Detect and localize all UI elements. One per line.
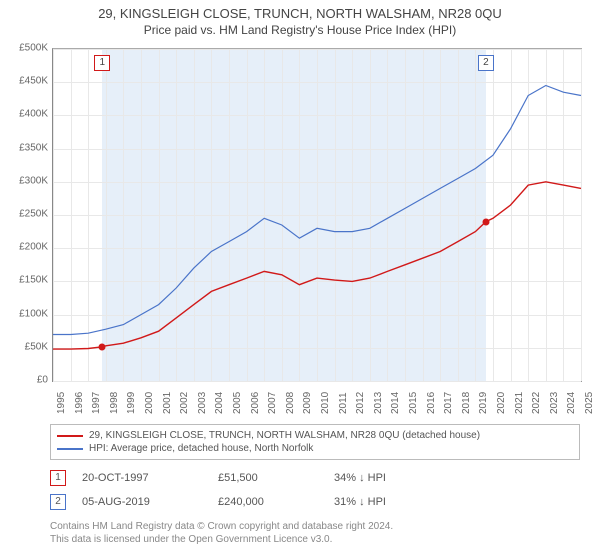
x-axis-tick: 2004 bbox=[214, 392, 225, 414]
x-axis-tick: 1998 bbox=[109, 392, 120, 414]
x-axis-tick: 2019 bbox=[478, 392, 489, 414]
annotation-table: 1 20-OCT-1997 £51,500 34% ↓ HPI 2 05-AUG-2019… bbox=[50, 466, 580, 514]
legend-item: 29, KINGSLEIGH CLOSE, TRUNCH, NORTH WALS… bbox=[57, 429, 573, 442]
legend-swatch bbox=[57, 435, 83, 437]
footer-line-1: Contains HM Land Registry data © Crown c… bbox=[50, 520, 580, 533]
annotation-hpi: 34% ↓ HPI bbox=[334, 472, 454, 484]
attribution-footer: Contains HM Land Registry data © Crown c… bbox=[50, 520, 580, 546]
y-axis-tick: £500K bbox=[4, 43, 48, 54]
annotation-dot bbox=[482, 218, 489, 225]
annotation-marker: 1 bbox=[94, 55, 110, 71]
y-axis-tick: £50K bbox=[4, 341, 48, 352]
chart-plot-area: 12 bbox=[52, 48, 582, 382]
legend-label: HPI: Average price, detached house, Nort… bbox=[89, 443, 313, 454]
annotation-row: 1 20-OCT-1997 £51,500 34% ↓ HPI bbox=[50, 466, 580, 490]
annotation-date: 20-OCT-1997 bbox=[82, 472, 202, 484]
annotation-marker: 2 bbox=[478, 55, 494, 71]
x-axis-tick: 1997 bbox=[91, 392, 102, 414]
y-axis-tick: £350K bbox=[4, 142, 48, 153]
x-axis-tick: 2017 bbox=[443, 392, 454, 414]
x-axis-tick: 2009 bbox=[302, 392, 313, 414]
series-property bbox=[53, 182, 581, 349]
annotation-row: 2 05-AUG-2019 £240,000 31% ↓ HPI bbox=[50, 490, 580, 514]
series-hpi bbox=[53, 86, 581, 335]
x-axis-tick: 2023 bbox=[549, 392, 560, 414]
x-axis-tick: 2018 bbox=[461, 392, 472, 414]
x-axis-tick: 2025 bbox=[584, 392, 595, 414]
x-axis-tick: 2002 bbox=[179, 392, 190, 414]
annotation-price: £240,000 bbox=[218, 496, 318, 508]
y-axis-tick: £100K bbox=[4, 308, 48, 319]
x-axis-tick: 2005 bbox=[232, 392, 243, 414]
x-axis-tick: 2003 bbox=[197, 392, 208, 414]
x-axis-tick: 2010 bbox=[320, 392, 331, 414]
x-axis-tick: 2014 bbox=[390, 392, 401, 414]
legend-label: 29, KINGSLEIGH CLOSE, TRUNCH, NORTH WALS… bbox=[89, 430, 480, 441]
x-axis-tick: 2006 bbox=[250, 392, 261, 414]
x-axis-tick: 1999 bbox=[126, 392, 137, 414]
x-axis-tick: 2008 bbox=[285, 392, 296, 414]
x-axis-tick: 2007 bbox=[267, 392, 278, 414]
annotation-row-marker: 2 bbox=[50, 494, 66, 510]
x-axis-tick: 2024 bbox=[566, 392, 577, 414]
y-axis-tick: £200K bbox=[4, 242, 48, 253]
annotation-price: £51,500 bbox=[218, 472, 318, 484]
x-axis-tick: 2020 bbox=[496, 392, 507, 414]
annotation-date: 05-AUG-2019 bbox=[82, 496, 202, 508]
x-axis-tick: 2013 bbox=[373, 392, 384, 414]
annotation-hpi: 31% ↓ HPI bbox=[334, 496, 454, 508]
chart-title: 29, KINGSLEIGH CLOSE, TRUNCH, NORTH WALS… bbox=[0, 0, 600, 21]
legend: 29, KINGSLEIGH CLOSE, TRUNCH, NORTH WALS… bbox=[50, 424, 580, 460]
y-axis-tick: £300K bbox=[4, 175, 48, 186]
line-plot bbox=[53, 49, 581, 381]
y-axis-tick: £400K bbox=[4, 109, 48, 120]
y-axis-tick: £150K bbox=[4, 275, 48, 286]
annotation-dot bbox=[99, 343, 106, 350]
x-axis-tick: 2022 bbox=[531, 392, 542, 414]
chart-subtitle: Price paid vs. HM Land Registry's House … bbox=[0, 21, 600, 41]
y-axis-tick: £0 bbox=[4, 375, 48, 386]
y-axis-tick: £450K bbox=[4, 76, 48, 87]
x-axis-tick: 2016 bbox=[426, 392, 437, 414]
x-axis-tick: 2001 bbox=[162, 392, 173, 414]
x-axis-tick: 1995 bbox=[56, 392, 67, 414]
x-axis-tick: 1996 bbox=[74, 392, 85, 414]
annotation-row-marker: 1 bbox=[50, 470, 66, 486]
x-axis-tick: 2000 bbox=[144, 392, 155, 414]
footer-line-2: This data is licensed under the Open Gov… bbox=[50, 533, 580, 546]
x-axis-tick: 2012 bbox=[355, 392, 366, 414]
legend-swatch bbox=[57, 448, 83, 450]
legend-item: HPI: Average price, detached house, Nort… bbox=[57, 442, 573, 455]
x-axis-tick: 2015 bbox=[408, 392, 419, 414]
y-axis-tick: £250K bbox=[4, 209, 48, 220]
x-axis-tick: 2021 bbox=[514, 392, 525, 414]
x-axis-tick: 2011 bbox=[338, 392, 349, 414]
